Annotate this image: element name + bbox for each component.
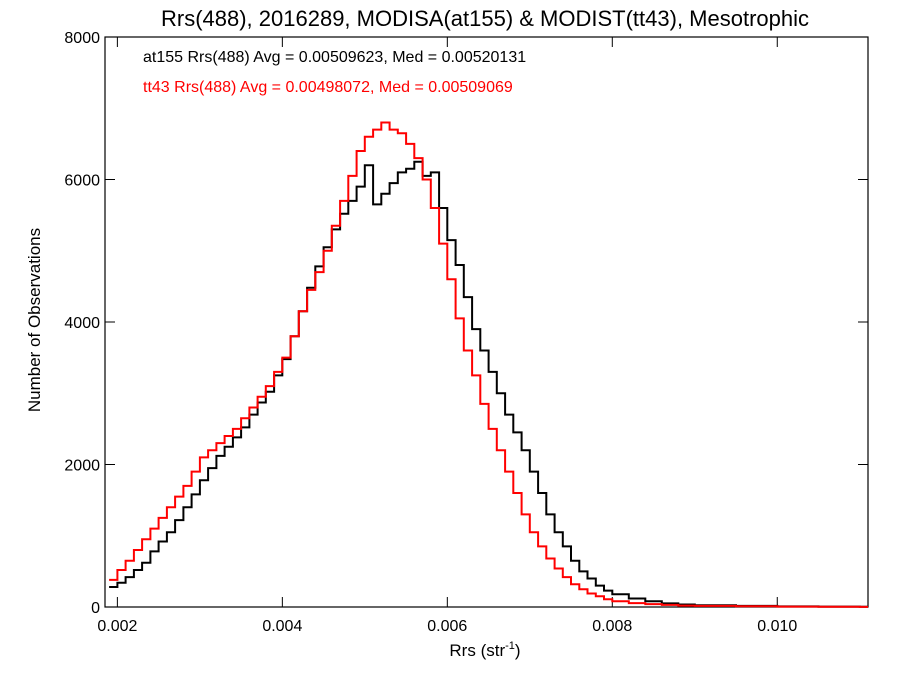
y-tick-label: 6000 <box>64 173 100 190</box>
y-axis-label: Number of Observations <box>25 228 44 412</box>
x-axis-label-text: Rrs (str <box>449 641 505 660</box>
x-tick-label: 0.004 <box>262 618 302 635</box>
x-axis: 0.002 0.004 0.006 0.008 0.010 <box>97 37 797 635</box>
series-line-tt43 <box>109 121 868 608</box>
legend-entry-tt43: tt43 Rrs(488) Avg = 0.00498072, Med = 0.… <box>143 79 513 96</box>
series-group <box>109 121 868 608</box>
x-tick-label: 0.008 <box>592 618 632 635</box>
x-axis-label-close: ) <box>515 641 521 660</box>
plot-frame <box>104 36 869 608</box>
chart-title: Rrs(488), 2016289, MODISA(at155) & MODIS… <box>161 6 809 31</box>
legend-entry-at155: at155 Rrs(488) Avg = 0.00509623, Med = 0… <box>143 49 526 66</box>
y-tick-label: 8000 <box>64 30 100 47</box>
series-line-at155 <box>109 160 868 608</box>
y-tick-label: 4000 <box>64 315 100 332</box>
x-tick-label: 0.002 <box>97 618 137 635</box>
x-tick-label: 0.006 <box>427 618 467 635</box>
y-tick-label: 2000 <box>64 458 100 475</box>
y-tick-label: 0 <box>91 600 100 617</box>
x-axis-label-superscript: -1 <box>505 640 515 652</box>
x-axis-label: Rrs (str-1) <box>449 640 520 660</box>
x-tick-label: 0.010 <box>757 618 797 635</box>
y-axis: 0 2000 4000 6000 8000 <box>64 30 868 617</box>
